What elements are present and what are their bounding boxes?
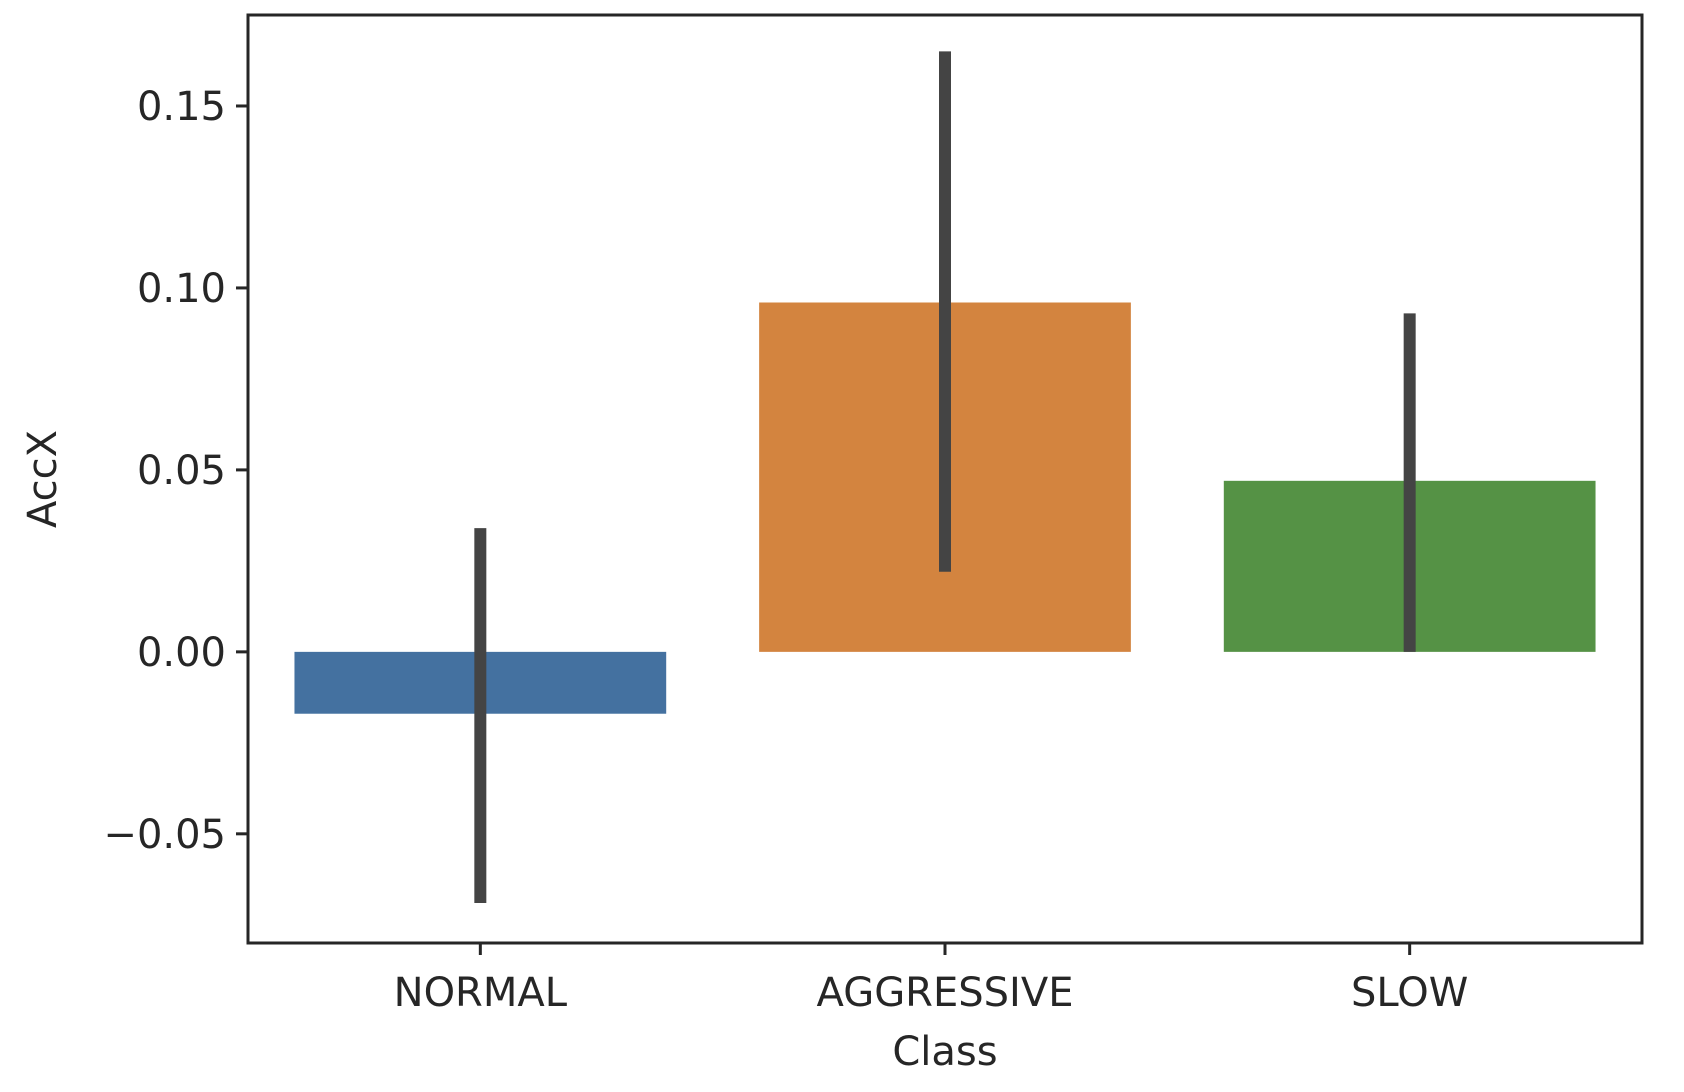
x-axis: NORMAL AGGRESSIVE SLOW [394,943,1468,1016]
y-tick-label: 0.10 [137,266,226,312]
y-tick-label: −0.05 [103,812,226,858]
y-tick-label: 0.00 [137,630,226,676]
y-tick-label: 0.15 [137,84,226,130]
y-axis-label: AccX [20,430,66,528]
x-tick-label: SLOW [1351,970,1468,1016]
error-bars-group [474,51,1416,903]
y-tick-label: 0.05 [137,448,226,494]
x-tick-label: NORMAL [394,970,568,1016]
x-axis-label: Class [892,1029,997,1075]
x-tick-label: AGGRESSIVE [817,970,1074,1016]
y-axis: −0.05 0.00 0.05 0.10 0.15 [103,84,248,858]
